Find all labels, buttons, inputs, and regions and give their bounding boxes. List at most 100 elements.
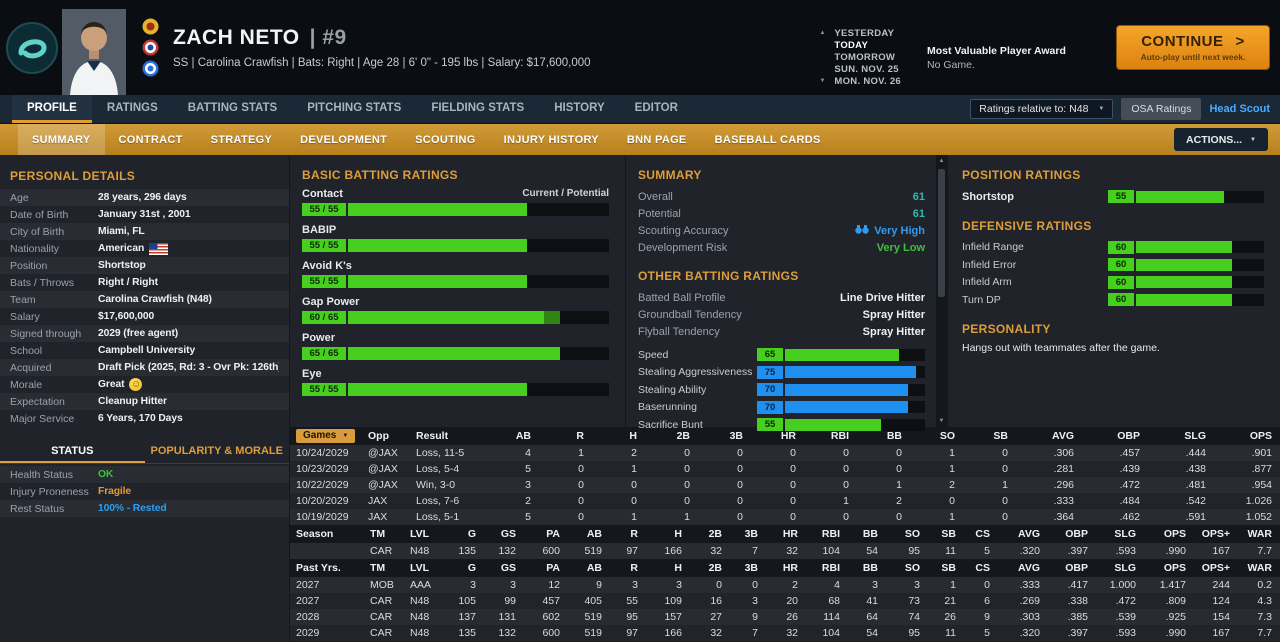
col-header-so[interactable]: SO [910, 427, 963, 445]
col-header-rbi[interactable]: RBI [804, 427, 857, 445]
col-header-obp[interactable]: OBP [1048, 559, 1096, 577]
table-row[interactable]: 2027 CAR N48 105 99 457 405 55 109 16 3 20 68 41 73 21 6… [290, 593, 1280, 609]
col-header-obp[interactable]: OBP [1082, 427, 1148, 445]
col-header-3b[interactable]: 3B [730, 559, 766, 577]
main-tab-editor[interactable]: EDITOR [634, 101, 678, 114]
col-header-3b[interactable]: 3B [730, 525, 766, 543]
col-header-cs[interactable]: CS [964, 525, 998, 543]
col-header-gs[interactable]: GS [484, 525, 524, 543]
col-header-hr[interactable]: HR [751, 427, 804, 445]
table-row[interactable]: CAR N48 135 132 600 519 97 166 32 7 32 104 54 95 11 5.3… [290, 543, 1280, 559]
head-scout-link[interactable]: Head Scout [1209, 103, 1270, 115]
table-row[interactable]: 10/24/2029 @JAX Loss, 11-5 4 1 2 0 0 0 0 0 1 0.306.4… [290, 445, 1280, 461]
date-next-chevron-icon[interactable]: ▼ [819, 77, 826, 84]
col-header-season[interactable]: Season [290, 525, 364, 543]
col-header-2b[interactable]: 2B [690, 559, 730, 577]
col-header-rbi[interactable]: RBI [806, 559, 848, 577]
col-header-2b[interactable]: 2B [645, 427, 698, 445]
col-header-ops[interactable]: OPS [1214, 427, 1280, 445]
col-header-so[interactable]: SO [886, 559, 928, 577]
sub-tab-bnn-page[interactable]: BNN PAGE [626, 133, 687, 146]
main-tab-fielding-stats[interactable]: FIELDING STATS [431, 101, 525, 114]
col-header-past-yrs[interactable]: Past Yrs. [290, 559, 364, 577]
col-header-sb[interactable]: SB [928, 559, 964, 577]
col-header-result[interactable]: Result [410, 427, 486, 445]
col-header-avg[interactable]: AVG [1016, 427, 1082, 445]
col-header-tm[interactable]: TM [364, 525, 404, 543]
col-header-ops[interactable]: OPS+ [1194, 559, 1238, 577]
table-row[interactable]: 10/20/2029 JAX Loss, 7-6 2 0 0 0 0 0 1 2 0 0.333.484… [290, 493, 1280, 509]
col-header-g[interactable]: G [442, 559, 484, 577]
date-line-mon-nov-26[interactable]: MON. NOV. 26 [834, 75, 901, 87]
scroll-up-icon[interactable]: ▲ [938, 158, 945, 164]
date-line-yesterday[interactable]: YESTERDAY [834, 27, 895, 39]
col-header-2b[interactable]: 2B [690, 525, 730, 543]
date-line-tomorrow[interactable]: TOMORROW [834, 51, 896, 63]
col-header-sb[interactable]: SB [928, 525, 964, 543]
table-row[interactable]: 10/23/2029 @JAX Loss, 5-4 5 0 1 0 0 0 0 0 1 0.281.43… [290, 461, 1280, 477]
col-header-war[interactable]: WAR [1238, 525, 1280, 543]
col-header-bb[interactable]: BB [848, 559, 886, 577]
col-header-obp[interactable]: OBP [1048, 525, 1096, 543]
col-header-bb[interactable]: BB [857, 427, 910, 445]
summary-scrollbar[interactable]: ▲ ▼ [936, 155, 947, 427]
table-row[interactable]: 2029 CAR N48 135 132 600 519 97 166 32 7 32 104 54 95 1… [290, 625, 1280, 641]
col-header-r[interactable]: R [539, 427, 592, 445]
sub-tab-scouting[interactable]: SCOUTING [415, 133, 476, 146]
col-header-r[interactable]: R [610, 559, 646, 577]
col-header-slg[interactable]: SLG [1096, 525, 1144, 543]
date-line-today[interactable]: TODAY [834, 39, 869, 51]
games-filter-button[interactable]: Games ▼ [296, 429, 356, 443]
col-header-bb[interactable]: BB [848, 525, 886, 543]
col-header-opp[interactable]: Opp [362, 427, 410, 445]
col-header-gs[interactable]: GS [484, 559, 524, 577]
main-tab-pitching-stats[interactable]: PITCHING STATS [307, 101, 402, 114]
col-header-games[interactable]: Games ▼ [290, 427, 362, 445]
scroll-down-icon[interactable]: ▼ [938, 418, 945, 424]
col-header-cs[interactable]: CS [964, 559, 998, 577]
table-row[interactable]: 10/19/2029 JAX Loss, 5-1 5 0 1 1 0 0 0 0 1 0.364.462… [290, 509, 1280, 525]
table-row[interactable]: 2027 MOB AAA 3 3 12 9 3 3 0 0 2 4 3 3 1 0.333.417 1.000 1.… [290, 577, 1280, 593]
col-header-ab[interactable]: AB [568, 559, 610, 577]
col-header-h[interactable]: H [646, 559, 690, 577]
col-header-ops[interactable]: OPS [1144, 559, 1194, 577]
col-header-ab[interactable]: AB [568, 525, 610, 543]
sub-tab-development[interactable]: DEVELOPMENT [300, 133, 388, 146]
scroll-thumb[interactable] [938, 169, 945, 297]
col-header-pa[interactable]: PA [524, 525, 568, 543]
col-header-sb[interactable]: SB [963, 427, 1016, 445]
sub-tab-strategy[interactable]: STRATEGY [210, 133, 273, 146]
col-header-so[interactable]: SO [886, 525, 928, 543]
ratings-relative-select[interactable]: Ratings relative to: N48 ▼ [970, 99, 1114, 119]
status-tab-status[interactable]: STATUS [0, 439, 145, 463]
col-header-lvl[interactable]: LVL [404, 525, 442, 543]
sub-tab-contract[interactable]: CONTRACT [118, 133, 183, 146]
col-header-ops[interactable]: OPS+ [1194, 525, 1238, 543]
col-header-h[interactable]: H [646, 525, 690, 543]
col-header-pa[interactable]: PA [524, 559, 568, 577]
col-header-slg[interactable]: SLG [1096, 559, 1144, 577]
actions-button[interactable]: ACTIONS... ▼ [1174, 128, 1268, 151]
osa-ratings-button[interactable]: OSA Ratings [1121, 98, 1202, 120]
award-badge-gold-icon[interactable] [142, 18, 159, 35]
main-tab-profile[interactable]: PROFILE [12, 95, 92, 123]
table-row[interactable]: 2028 CAR N48 137 131 602 519 95 157 27 9 26 114 64 74 2… [290, 609, 1280, 625]
team-logo[interactable] [6, 21, 58, 74]
col-header-ops[interactable]: OPS [1144, 525, 1194, 543]
col-header-lvl[interactable]: LVL [404, 559, 442, 577]
status-tab-popularity-morale[interactable]: POPULARITY & MORALE [150, 445, 283, 457]
main-tab-ratings[interactable]: RATINGS [106, 101, 158, 114]
col-header-hr[interactable]: HR [766, 525, 806, 543]
date-prev-chevron-icon[interactable]: ▲ [819, 29, 826, 36]
col-header-avg[interactable]: AVG [998, 559, 1048, 577]
col-header-rbi[interactable]: RBI [806, 525, 848, 543]
col-header-slg[interactable]: SLG [1148, 427, 1214, 445]
col-header-avg[interactable]: AVG [998, 525, 1048, 543]
col-header-g[interactable]: G [442, 525, 484, 543]
col-header-war[interactable]: WAR [1238, 559, 1280, 577]
sub-tab-summary[interactable]: SUMMARY [18, 124, 105, 155]
sub-tab-baseball-cards[interactable]: BASEBALL CARDS [714, 133, 821, 146]
col-header-h[interactable]: H [592, 427, 645, 445]
main-tab-history[interactable]: HISTORY [554, 101, 605, 114]
table-row[interactable]: 10/22/2029 @JAX Win, 3-0 3 0 0 0 0 0 0 1 2 1.296.472… [290, 477, 1280, 493]
